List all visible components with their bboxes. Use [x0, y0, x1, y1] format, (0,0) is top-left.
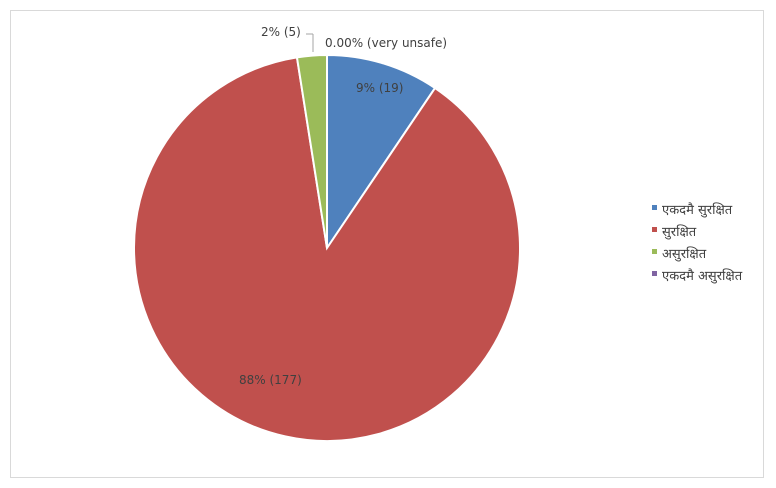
legend-item: सुरक्षित [652, 220, 742, 242]
legend-item: एकदमै असुरक्षित [652, 264, 742, 286]
data-label-slice-1: 88% (177) [239, 373, 302, 387]
data-label-slice-2: 2% (5) [261, 25, 301, 39]
legend-swatch-2 [652, 248, 657, 254]
pie-slice-2 [295, 53, 328, 249]
data-label-slice-3: 0.00% (very unsafe) [325, 36, 447, 50]
legend-item: एकदमै सुरक्षित [652, 198, 742, 220]
pie-slice-0 [326, 53, 437, 252]
legend-item: असुरक्षित [652, 242, 742, 264]
legend-swatch-1 [652, 226, 657, 232]
legend-swatch-0 [652, 204, 657, 210]
pie-slice-1 [133, 56, 521, 442]
legend-label-1: सुरक्षित [662, 225, 697, 240]
data-label-slice-0: 9% (19) [356, 81, 403, 95]
legend: एकदमै सुरक्षित सुरक्षित असुरक्षित एकदमै … [652, 198, 742, 286]
legend-label-2: असुरक्षित [662, 247, 707, 262]
legend-label-0: एकदमै सुरक्षित [662, 203, 733, 218]
legend-label-3: एकदमै असुरक्षित [662, 269, 743, 284]
legend-swatch-3 [652, 270, 657, 276]
